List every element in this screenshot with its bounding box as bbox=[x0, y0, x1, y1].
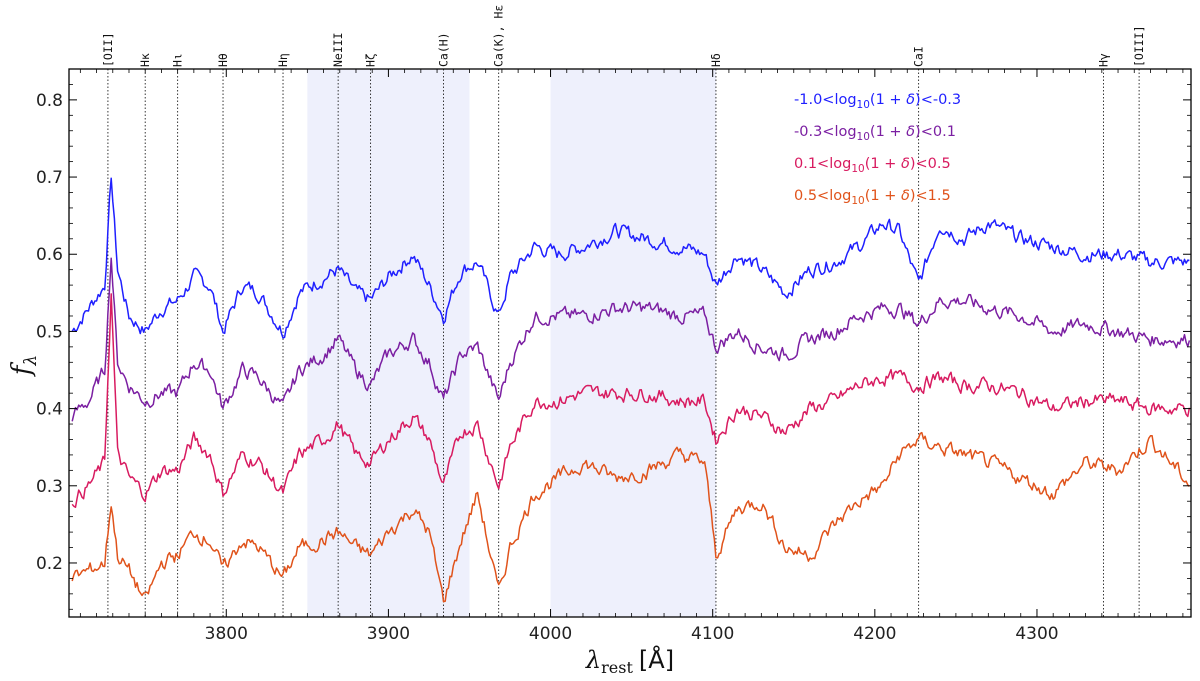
shaded-region-1 bbox=[550, 69, 716, 617]
y-tick-label: 0.3 bbox=[36, 477, 63, 497]
data-series bbox=[71, 177, 1191, 603]
legend-entry-1: -0.3<log10(1 + δ)<0.1 bbox=[794, 124, 956, 143]
y-tick-label: 0.6 bbox=[36, 245, 63, 265]
legend-entry-0: -1.0<log10(1 + δ)<-0.3 bbox=[794, 92, 961, 111]
x-tick-label: 4000 bbox=[529, 624, 572, 644]
spectral-line-label: Hδ bbox=[709, 53, 723, 67]
x-axis-symbol: λ bbox=[585, 646, 601, 674]
x-tick-label: 4200 bbox=[853, 624, 896, 644]
spectral-line-label: Hζ bbox=[364, 53, 378, 67]
spectral-line-label: Ca(K), Hε bbox=[492, 5, 506, 67]
axis-ticks: 3800 3900 4000 4100 4200 4300 0.2 0.3 0.4 0.5 0.6 0… bbox=[36, 69, 1191, 644]
x-axis-subscript: rest bbox=[601, 658, 633, 677]
x-axis-title: λrest [Å] bbox=[585, 645, 674, 677]
x-axis-unit: [Å] bbox=[639, 645, 674, 674]
spectral-line-label: Hθ bbox=[216, 53, 230, 67]
series-line-2 bbox=[71, 293, 1191, 508]
spectral-line-label: Ca(H) bbox=[437, 32, 451, 67]
x-tick-label: 3800 bbox=[205, 624, 248, 644]
y-tick-label: 0.2 bbox=[36, 554, 63, 574]
y-tick-label: 0.5 bbox=[36, 322, 63, 342]
x-tick-label: 3900 bbox=[367, 624, 410, 644]
series-line-3 bbox=[71, 431, 1190, 603]
legend-entry-3: 0.5<log10(1 + δ)<1.5 bbox=[794, 188, 951, 207]
spectral-line-label: CaI bbox=[912, 46, 926, 67]
y-tick-label: 0.4 bbox=[36, 400, 63, 420]
spectral-line-label: [OII] bbox=[101, 32, 115, 67]
series-line-0 bbox=[71, 177, 1190, 339]
spectral-line-label: Hγ bbox=[1096, 53, 1110, 67]
spectral-line-label: Hη bbox=[276, 53, 290, 67]
x-tick-label: 4100 bbox=[691, 624, 734, 644]
spectral-lines: [OII] Hκ Hι Hθ Hη NeIII Hζ Ca(H) Ca(K), Hε Hδ CaI H… bbox=[101, 5, 1146, 617]
shaded-regions bbox=[307, 69, 716, 617]
legend: -1.0<log10(1 + δ)<-0.3 -0.3<log10(1 + δ)<… bbox=[794, 92, 961, 207]
y-axis-title: fλ bbox=[7, 355, 41, 377]
legend-entry-2: 0.1<log10(1 + δ)<0.5 bbox=[794, 156, 951, 175]
spectral-line-label: NeIII bbox=[331, 32, 345, 67]
spectral-line-label: [OIII] bbox=[1132, 25, 1146, 67]
spectral-line-label: Hι bbox=[171, 53, 185, 67]
x-tick-label: 4300 bbox=[1015, 624, 1058, 644]
plot-frame bbox=[68, 68, 1192, 618]
spectral-line-label: Hκ bbox=[138, 53, 152, 67]
y-tick-label: 0.8 bbox=[36, 91, 63, 111]
series-line-1 bbox=[71, 257, 1191, 422]
y-tick-label: 0.7 bbox=[36, 168, 63, 188]
y-axis-subscript: λ bbox=[21, 355, 41, 367]
